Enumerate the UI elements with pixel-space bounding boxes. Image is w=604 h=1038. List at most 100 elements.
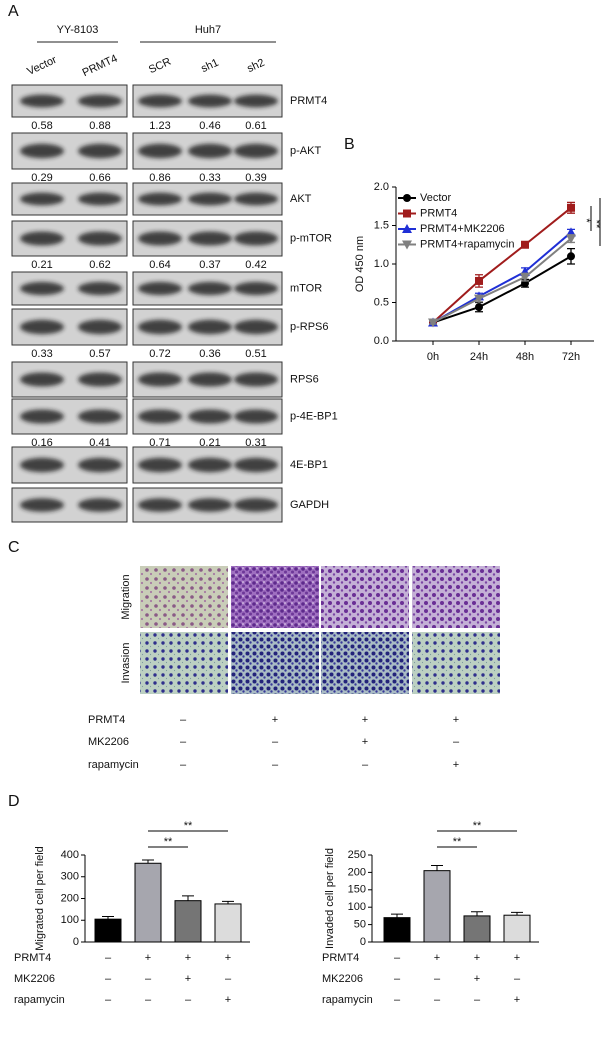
blot-band [78, 457, 122, 473]
x-tick-label: 24h [470, 351, 488, 363]
blot-band [78, 94, 122, 108]
blot-band [234, 143, 278, 159]
blot-band [138, 281, 182, 296]
y-tick-label: 100 [348, 901, 366, 913]
condition-sign: – [474, 994, 481, 1006]
condition-sign: + [362, 736, 368, 748]
legend-label: PRMT4 [420, 207, 457, 219]
blot-band [188, 372, 232, 387]
significance: ** [473, 820, 482, 832]
lane-label: PRMT4 [81, 53, 120, 80]
quant-value: 0.33 [199, 172, 220, 184]
blot-band [234, 457, 278, 473]
marker [474, 294, 484, 304]
micrograph [321, 566, 409, 628]
quant-value: 0.66 [89, 172, 110, 184]
y-tick-label: 1.0 [374, 258, 389, 270]
condition-sign: + [362, 714, 368, 726]
condition-sign: – [394, 994, 401, 1006]
marker [475, 303, 483, 312]
marker [402, 240, 412, 250]
bar [383, 917, 411, 943]
quant-value: 0.41 [89, 437, 110, 449]
quant-value: 0.61 [245, 120, 266, 132]
bar [423, 870, 451, 943]
series-line [432, 207, 572, 324]
group-label: Huh7 [195, 24, 221, 36]
quant-value: 0.16 [31, 437, 52, 449]
significance: ** [453, 836, 462, 848]
panel-label: B [344, 136, 355, 153]
condition-label: rapamycin [14, 994, 65, 1006]
series-line [432, 255, 572, 324]
bar [94, 918, 122, 943]
condition-sign: + [225, 952, 231, 964]
quant-value: 0.36 [199, 348, 220, 360]
quant-value: 0.33 [31, 348, 52, 360]
row-label: Migration [120, 574, 132, 619]
row-label: RPS6 [290, 373, 319, 385]
blot-band [234, 372, 278, 387]
blot-band [138, 231, 182, 246]
significance: ** [164, 836, 173, 848]
y-tick-label: 0.0 [374, 335, 389, 347]
condition-sign: + [474, 973, 480, 985]
x-tick-label: 48h [516, 351, 534, 363]
blot-band [234, 498, 278, 512]
quant-value: 0.31 [245, 437, 266, 449]
error-bar [471, 911, 483, 916]
condition-sign: – [434, 994, 441, 1006]
bar [174, 900, 202, 943]
quant-value: 0.21 [31, 259, 52, 271]
condition-label: MK2206 [322, 973, 363, 985]
condition-label: MK2206 [14, 973, 55, 985]
y-axis-label: Invaded cell per field [324, 848, 336, 949]
condition-sign: + [453, 759, 459, 771]
condition-sign: – [145, 994, 152, 1006]
condition-sign: – [185, 994, 192, 1006]
marker [402, 224, 412, 233]
bar [134, 862, 162, 943]
row-label: p-4E-BP1 [290, 410, 338, 422]
series-line [432, 231, 572, 324]
row-label: p-RPS6 [290, 321, 329, 333]
blot-band [138, 192, 182, 206]
y-tick-label: 0 [73, 936, 79, 948]
y-tick-label: 300 [61, 871, 79, 883]
blot-band [78, 192, 122, 206]
y-tick-label: 0.5 [374, 296, 389, 308]
condition-label: rapamycin [322, 994, 373, 1006]
blot-band [20, 319, 64, 335]
blot-band [234, 319, 278, 335]
blot-band [188, 457, 232, 473]
condition-sign: – [180, 714, 187, 726]
quant-value: 1.23 [149, 120, 170, 132]
blot-band [188, 143, 232, 159]
blot-band [188, 409, 232, 424]
condition-sign: – [180, 736, 187, 748]
blot-band [138, 409, 182, 424]
y-tick-label: 200 [61, 892, 79, 904]
marker [403, 194, 411, 202]
micrograph [412, 632, 500, 694]
y-tick-label: 50 [354, 919, 366, 931]
row-label: p-mTOR [290, 232, 332, 244]
condition-sign: + [225, 994, 231, 1006]
condition-sign: + [514, 952, 520, 964]
condition-sign: – [514, 973, 521, 985]
y-axis-label: OD 450 nm [354, 236, 366, 292]
marker [567, 252, 575, 261]
quant-value: 0.39 [245, 172, 266, 184]
row-label: 4E-BP1 [290, 459, 328, 471]
significance: ** [590, 220, 602, 229]
condition-sign: – [105, 952, 112, 964]
condition-label: PRMT4 [14, 952, 51, 964]
quant-value: 0.72 [149, 348, 170, 360]
x-tick-label: 72h [562, 351, 580, 363]
row-label: AKT [290, 193, 312, 205]
blot-band [78, 409, 122, 424]
quant-value: 0.62 [89, 259, 110, 271]
blot-band [234, 281, 278, 296]
blot-band [188, 94, 232, 108]
